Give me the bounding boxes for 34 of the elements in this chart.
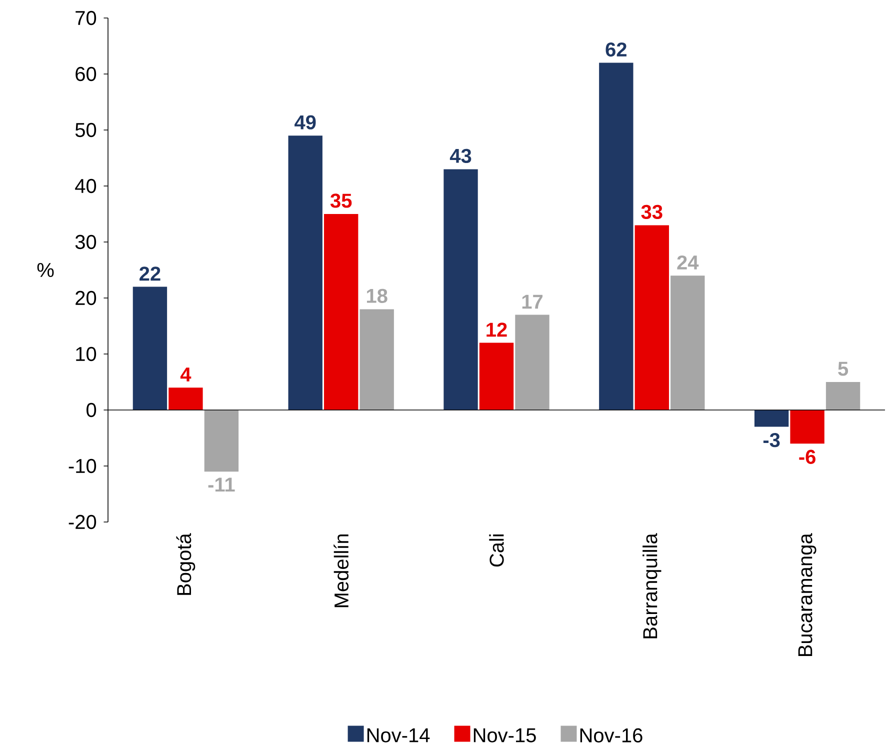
data-label: 5 [838, 362, 848, 376]
y-tick-label: 50 [75, 122, 96, 137]
y-tick-label: 40 [75, 178, 96, 193]
data-label: 22 [140, 266, 160, 280]
data-label: -3 [763, 432, 780, 448]
x-tick-label: Cali [489, 534, 504, 566]
y-tick-label: -10 [68, 458, 96, 473]
data-label: 24 [677, 255, 699, 270]
y-tick-label: 30 [75, 234, 96, 249]
x-tick-label: Barranquilla [642, 533, 662, 638]
y-axis-title: % [37, 262, 54, 277]
legend-label: Nov-14 [367, 728, 430, 742]
data-label: 4 [180, 368, 192, 382]
y-tick-label: 70 [76, 10, 96, 25]
legend-label: Nov-16 [580, 728, 642, 742]
data-label: 49 [294, 115, 316, 130]
y-tick-label: 10 [76, 346, 96, 361]
x-tick-label: Medellín [334, 534, 349, 607]
y-tick-label: 0 [86, 402, 96, 417]
data-label: 18 [366, 288, 388, 303]
data-label: 12 [486, 322, 507, 336]
data-label: 17 [522, 294, 542, 308]
x-tick-label: Bucaramanga [798, 533, 816, 656]
y-tick-label: 20 [76, 290, 96, 305]
data-label: -6 [799, 450, 816, 464]
x-tick-label: Bogotá [176, 533, 196, 595]
y-tick-label: -20 [68, 514, 96, 529]
data-label: 62 [606, 42, 626, 56]
data-label: 33 [641, 204, 662, 219]
y-tick-label: 60 [76, 66, 96, 81]
data-label: 35 [330, 193, 352, 208]
legend-label: Nov-15 [474, 728, 536, 742]
data-label: 43 [450, 148, 472, 163]
data-label: -11 [208, 478, 235, 492]
